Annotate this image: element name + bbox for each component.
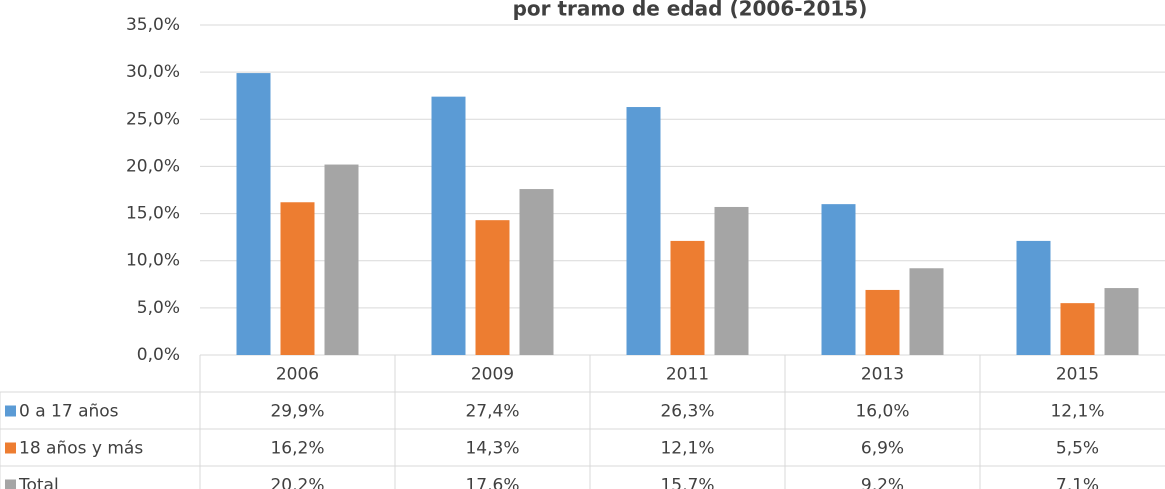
data-label: 5,5% bbox=[1056, 439, 1099, 459]
y-tick-label: 35,0% bbox=[126, 15, 180, 35]
bar bbox=[1016, 240, 1051, 355]
data-label: 16,0% bbox=[855, 402, 909, 422]
data-label: 14,3% bbox=[465, 439, 519, 459]
bar bbox=[475, 220, 510, 355]
bar bbox=[324, 164, 359, 355]
legend-label: 18 años y más bbox=[19, 439, 143, 459]
data-label: 15,7% bbox=[660, 476, 714, 489]
x-tick-label: 2015 bbox=[1056, 365, 1099, 385]
y-tick-label: 30,0% bbox=[126, 62, 180, 82]
bar bbox=[1104, 288, 1139, 355]
chart-title: por tramo de edad (2006-2015) bbox=[513, 0, 868, 21]
y-tick-label: 0,0% bbox=[137, 345, 180, 365]
data-label: 6,9% bbox=[861, 439, 904, 459]
bar bbox=[519, 189, 554, 355]
bar bbox=[714, 206, 749, 355]
data-label: 16,2% bbox=[270, 439, 324, 459]
y-tick-label: 25,0% bbox=[126, 109, 180, 129]
legend-key bbox=[5, 479, 16, 489]
bar bbox=[236, 73, 271, 355]
bar bbox=[431, 96, 466, 356]
bar bbox=[865, 289, 900, 355]
data-label: 20,2% bbox=[270, 476, 324, 489]
legend-key bbox=[5, 442, 16, 454]
bar bbox=[1060, 303, 1095, 355]
data-label: 27,4% bbox=[465, 402, 519, 422]
bar bbox=[670, 240, 705, 355]
y-tick-label: 15,0% bbox=[126, 204, 180, 224]
data-label: 26,3% bbox=[660, 402, 714, 422]
bar bbox=[821, 204, 856, 355]
x-tick-label: 2009 bbox=[471, 365, 514, 385]
data-label: 29,9% bbox=[270, 402, 324, 422]
y-tick-label: 20,0% bbox=[126, 156, 180, 176]
bar bbox=[626, 107, 661, 356]
data-label: 12,1% bbox=[660, 439, 714, 459]
x-tick-label: 2013 bbox=[861, 365, 904, 385]
y-tick-label: 5,0% bbox=[137, 298, 180, 318]
y-tick-label: 10,0% bbox=[126, 251, 180, 271]
bar bbox=[909, 268, 944, 355]
data-label: 7,1% bbox=[1056, 476, 1099, 489]
data-label: 9,2% bbox=[861, 476, 904, 489]
bar bbox=[280, 202, 315, 355]
legend-label: 0 a 17 años bbox=[19, 402, 119, 422]
data-label: 17,6% bbox=[465, 476, 519, 489]
legend-key bbox=[5, 405, 16, 417]
legend-label: Total bbox=[18, 476, 59, 489]
x-tick-label: 2011 bbox=[666, 365, 709, 385]
data-label: 12,1% bbox=[1050, 402, 1104, 422]
x-tick-label: 2006 bbox=[276, 365, 319, 385]
